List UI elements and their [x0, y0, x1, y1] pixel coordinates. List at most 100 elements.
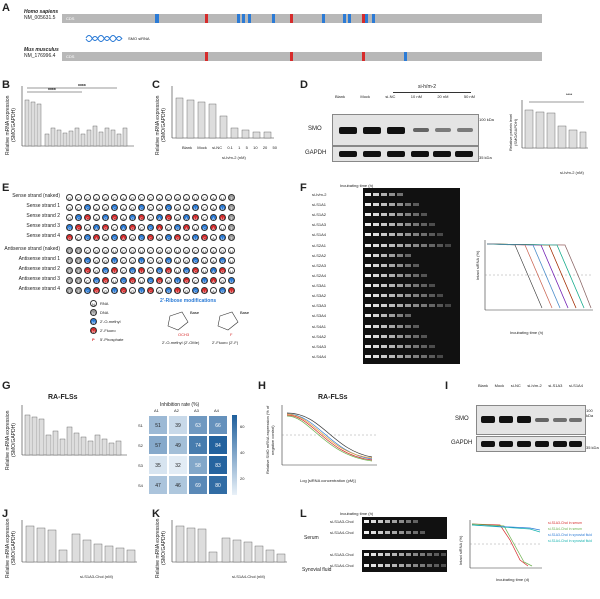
f-band: [389, 354, 395, 358]
legend-text: RNA: [100, 301, 109, 306]
strand-label: Sense strand 3: [26, 223, 60, 229]
f-band: [413, 344, 419, 348]
f-band: [397, 253, 403, 257]
f-band: [405, 223, 411, 227]
l-bands: [362, 517, 447, 577]
nucleotide: A: [210, 234, 217, 241]
nucleotide: C: [111, 234, 118, 241]
nucleotide: G: [129, 287, 136, 294]
i-gapdh-label: GAPDH: [451, 440, 473, 446]
f-band: [373, 253, 379, 257]
nucleotide: U: [228, 277, 235, 284]
f-band: [381, 324, 387, 328]
cds-label-mouse: CDS: [66, 54, 75, 59]
heat-col-label: A4: [214, 408, 219, 413]
f-band: [405, 304, 411, 308]
nucleotide: C: [120, 287, 127, 294]
nucleotide: U: [201, 247, 208, 254]
accession-mouse: NM_176996.4: [24, 53, 56, 59]
heat-row-label: S1: [138, 423, 143, 428]
f-band: [373, 213, 379, 217]
nucleotide: U: [219, 214, 226, 221]
nucleotide: A: [210, 224, 217, 231]
sirna-site: [404, 52, 407, 61]
strand-label: Antisense strand 2: [18, 266, 60, 272]
nucleotide: G: [165, 287, 172, 294]
panel-j-xlabel: si-S1A3-Chol (nM): [80, 574, 113, 579]
nucleotide: A: [183, 234, 190, 241]
nucleotide: C: [165, 194, 172, 201]
sirna-site: [242, 14, 245, 23]
nucleotide: G: [66, 224, 73, 231]
nucleotide: C: [201, 224, 208, 231]
f-band: [365, 223, 371, 227]
panel-c-xcats: Blank Mock si-NC 0.1 1 5 10 20 50: [182, 145, 277, 150]
l-band: [392, 553, 397, 556]
l-band: [378, 553, 383, 556]
nucleotide: C: [111, 194, 118, 201]
heat-row-label: S3: [138, 463, 143, 468]
nucleotide: G: [165, 267, 172, 274]
f-band: [421, 294, 427, 298]
nucleotide: C: [84, 234, 91, 241]
l-gel-serum: [362, 517, 447, 539]
nucleotide: A: [183, 214, 190, 221]
l-row: si-S1A4-Chol: [330, 563, 354, 568]
nucleotide: G: [129, 267, 136, 274]
l-band: [420, 553, 425, 556]
nucleotide: C: [165, 224, 172, 231]
heat-cell: 47: [148, 475, 168, 495]
nucleotide: A: [210, 257, 217, 264]
heat-cell: 69: [188, 475, 208, 495]
nucleotide: G: [219, 277, 226, 284]
f-band: [381, 354, 387, 358]
f-band: [389, 344, 395, 348]
panel-b-label: B: [2, 79, 10, 91]
f-band: [381, 263, 387, 267]
nucleotide: A: [120, 214, 127, 221]
f-band: [381, 223, 387, 227]
f-band: [381, 314, 387, 318]
nucleotide: A: [210, 267, 217, 274]
nucleotide: C: [147, 257, 154, 264]
nucleotide: U: [219, 204, 226, 211]
f-series-line: [486, 243, 553, 309]
nucleotide: C: [147, 277, 154, 284]
i-kda-35: 35 kDa: [586, 445, 599, 450]
f-series-line: [486, 243, 577, 309]
nucleotide: U: [174, 287, 181, 294]
panel-g-bars: [21, 405, 127, 456]
nucleotide: G: [219, 247, 226, 254]
f-band: [429, 233, 435, 237]
nucleotide: G: [66, 194, 73, 201]
nucleotide: T: [228, 234, 235, 241]
nucleotide: C: [165, 234, 172, 241]
sirna-site-shared: [290, 52, 293, 61]
nucleotide: G: [102, 224, 109, 231]
f-band: [365, 273, 371, 277]
f-band: [365, 314, 371, 318]
nucleotide: U: [192, 194, 199, 201]
f-row-label: si-h/m-2: [312, 192, 327, 197]
f-row-label: si-S2A3: [312, 262, 327, 268]
f-band: [413, 354, 419, 358]
panel-f-label: F: [300, 182, 307, 194]
nucleotide: G: [102, 247, 109, 254]
panel-h-xlabel: Log [siRNA concentration (pM)]: [300, 478, 356, 483]
f-band: [437, 243, 443, 247]
panel-k-ylabel: Relative mRNA expression (SMO/GAPDH): [155, 518, 167, 578]
f-series-line: [486, 243, 577, 309]
d-lane: Blank: [335, 94, 346, 99]
panel-h-title: RA-FLSs: [318, 394, 348, 401]
e-antisense-block: Antisense strand (naked) T T C G G U C G U C G G U G C U…: [0, 246, 300, 294]
f-band: [397, 294, 403, 298]
f-band: [397, 203, 403, 207]
nucleotide: U: [192, 214, 199, 221]
l-band: [364, 553, 369, 556]
f-band: [365, 354, 371, 358]
nucleotide: G: [156, 247, 163, 254]
f-band: [381, 273, 387, 277]
heat-cell: 80: [208, 475, 228, 495]
nucleotide: U: [174, 247, 181, 254]
